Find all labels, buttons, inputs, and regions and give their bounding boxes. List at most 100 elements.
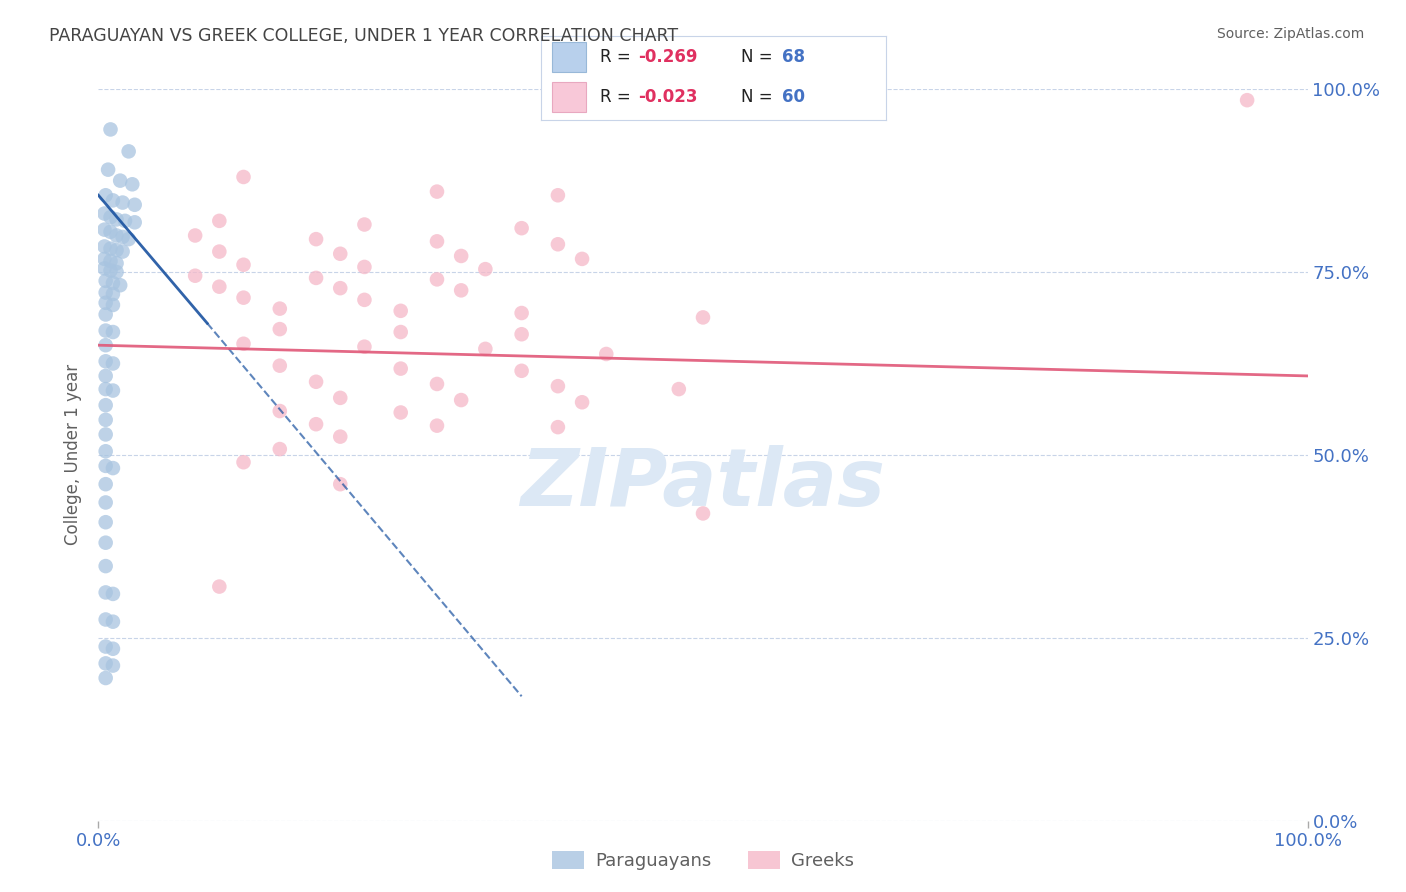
- Point: [269, 301, 291, 316]
- Text: -0.023: -0.023: [638, 88, 697, 106]
- Point: [101, 287, 124, 301]
- Point: [94, 671, 117, 685]
- Point: [547, 420, 569, 434]
- Point: [329, 477, 352, 491]
- Point: [426, 272, 449, 286]
- Point: [121, 178, 143, 192]
- Point: [208, 279, 231, 293]
- Point: [94, 308, 117, 322]
- Point: [269, 322, 291, 336]
- Point: [389, 303, 412, 318]
- Point: [94, 285, 117, 300]
- Text: 68: 68: [782, 48, 806, 66]
- Point: [118, 145, 141, 159]
- Point: [105, 256, 128, 270]
- Point: [101, 461, 124, 475]
- Point: [595, 347, 617, 361]
- Point: [93, 252, 115, 266]
- Text: ZIPatlas: ZIPatlas: [520, 445, 886, 524]
- Point: [94, 295, 117, 310]
- Point: [389, 361, 412, 376]
- Text: N =: N =: [741, 88, 778, 106]
- Point: [547, 188, 569, 202]
- Point: [100, 225, 122, 239]
- Point: [571, 395, 593, 409]
- Point: [450, 249, 472, 263]
- Point: [232, 455, 254, 469]
- Point: [94, 495, 117, 509]
- Point: [389, 325, 412, 339]
- Point: [305, 417, 328, 432]
- Point: [426, 376, 449, 391]
- Point: [353, 218, 375, 232]
- Point: [305, 271, 328, 285]
- Point: [101, 276, 124, 290]
- Point: [94, 640, 117, 654]
- Point: [269, 404, 291, 418]
- Bar: [551, 82, 586, 112]
- Point: [353, 340, 375, 354]
- Point: [208, 214, 231, 228]
- Point: [114, 214, 136, 228]
- Point: [426, 418, 449, 433]
- Text: 60: 60: [782, 88, 806, 106]
- Point: [111, 230, 134, 244]
- Point: [105, 265, 128, 279]
- Point: [101, 587, 124, 601]
- Point: [474, 262, 496, 277]
- Point: [105, 243, 128, 257]
- Point: [692, 507, 714, 521]
- Point: [184, 228, 207, 243]
- Point: [94, 535, 117, 549]
- Point: [100, 122, 122, 136]
- Point: [426, 235, 449, 249]
- Point: [101, 194, 124, 208]
- Text: R =: R =: [600, 48, 636, 66]
- Legend: Paraguayans, Greeks: Paraguayans, Greeks: [544, 844, 862, 878]
- Point: [232, 336, 254, 351]
- Bar: [551, 43, 586, 72]
- Point: [124, 215, 146, 229]
- Point: [101, 325, 124, 339]
- Point: [94, 398, 117, 412]
- Point: [124, 198, 146, 212]
- Point: [1236, 93, 1258, 107]
- Point: [389, 405, 412, 419]
- Point: [97, 162, 120, 177]
- Point: [94, 413, 117, 427]
- Point: [353, 260, 375, 274]
- Point: [510, 364, 533, 378]
- Point: [692, 310, 714, 325]
- Point: [474, 342, 496, 356]
- Point: [94, 274, 117, 288]
- Point: [100, 254, 122, 268]
- Point: [329, 391, 352, 405]
- Point: [94, 613, 117, 627]
- Point: [232, 169, 254, 184]
- Point: [94, 515, 117, 529]
- Point: [668, 382, 690, 396]
- Point: [108, 278, 131, 293]
- Point: [94, 657, 117, 671]
- Point: [450, 284, 472, 298]
- Point: [101, 384, 124, 398]
- Point: [510, 221, 533, 235]
- Point: [426, 185, 449, 199]
- Point: [232, 258, 254, 272]
- Point: [100, 242, 122, 256]
- Point: [94, 458, 117, 473]
- Point: [105, 228, 128, 243]
- Point: [329, 246, 352, 260]
- Text: N =: N =: [741, 48, 778, 66]
- Point: [93, 206, 115, 220]
- Point: [94, 382, 117, 396]
- Point: [94, 477, 117, 491]
- Point: [208, 244, 231, 259]
- Point: [101, 615, 124, 629]
- Point: [93, 239, 115, 253]
- Point: [329, 281, 352, 295]
- Point: [450, 393, 472, 408]
- Y-axis label: College, Under 1 year: College, Under 1 year: [65, 364, 83, 546]
- Point: [329, 430, 352, 444]
- Point: [94, 427, 117, 442]
